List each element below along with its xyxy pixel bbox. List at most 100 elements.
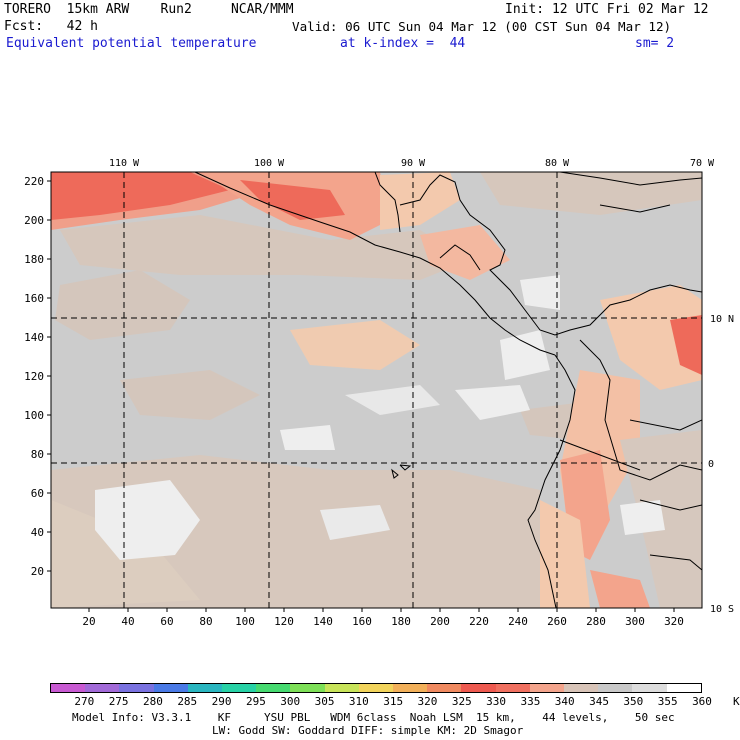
x-tick-label: 300 (625, 615, 645, 628)
color-scale-labels: 270 275 280 285 290 295 300 305 310 315 320 325 330 3… (0, 695, 740, 709)
x-tick-label: 180 (391, 615, 411, 628)
x-tick-label: 160 (352, 615, 372, 628)
lon-label: 110 W (109, 158, 140, 169)
color-scale-label: 310 (348, 695, 369, 708)
y-axis-labels: 220 200 180 160 140 120 100 80 60 40 20 (24, 175, 44, 578)
island-coastline (599, 204, 671, 213)
physics-info-line: LW: Godd SW: Goddard DIFF: simple KM: 2D… (212, 724, 524, 737)
color-scale-segment (85, 684, 120, 692)
smoothing-value: sm= 2 (635, 36, 675, 51)
lat-label: 0 (708, 459, 714, 470)
white-patch (520, 275, 560, 310)
y-tick-label: 220 (24, 175, 44, 188)
color-scale-label: 340 (554, 695, 575, 708)
model-info-line: Model Info: V3.3.1 KF YSU PBL WDM 6class… (72, 711, 675, 724)
country-border (579, 339, 702, 481)
color-scale-label: 345 (589, 695, 609, 708)
white-patch (455, 385, 530, 420)
header-model-info: TORERO 15km ARW Run2 NCAR/MMM (4, 2, 294, 17)
color-scale-segment (119, 684, 154, 692)
country-border (559, 439, 641, 471)
red-zone-venezuela (670, 315, 702, 375)
lon-label: 80 W (545, 158, 570, 169)
x-tick-label: 220 (469, 615, 489, 628)
color-scale-segment (666, 684, 701, 692)
color-scale-segment (256, 684, 291, 692)
tan-zone-caribbean (480, 172, 702, 215)
color-scale-segment (564, 684, 599, 692)
color-scale-segment (153, 684, 188, 692)
red-zone-northwest (51, 172, 230, 220)
x-tick-label: 320 (664, 615, 684, 628)
lon-label: 70 W (690, 158, 715, 169)
color-scale-label: 360 (692, 695, 712, 708)
color-scale-segment (187, 684, 223, 692)
tick-marks (47, 180, 675, 612)
color-scale-label: K (733, 695, 740, 708)
color-scale-label: 320 (417, 695, 438, 708)
salmon-zone-central-america (420, 225, 510, 280)
color-scale-label: 325 (451, 695, 472, 708)
y-tick-label: 140 (24, 331, 44, 344)
color-scale-segment (51, 684, 86, 692)
caribbean-coastline (399, 174, 702, 336)
header-valid-time: Valid: 06 UTC Sun 04 Mar 12 (00 CST Sun … (292, 19, 672, 34)
color-scale-label: 290 (211, 695, 232, 708)
x-tick-label: 60 (160, 615, 173, 628)
color-scale-segment (358, 684, 394, 692)
color-scale-label: 305 (314, 695, 335, 708)
color-scale-segment (290, 684, 325, 692)
color-scale-segment (393, 684, 428, 692)
y-tick-label: 100 (24, 409, 44, 422)
x-tick-label: 120 (274, 615, 294, 628)
red-zone-mexico (240, 180, 345, 220)
x-tick-label: 20 (82, 615, 95, 628)
color-scale-segment (461, 684, 496, 692)
color-scale-label: 275 (108, 695, 129, 708)
peach-zone-coast (540, 500, 590, 608)
pacific-coastline-north (194, 172, 556, 356)
salmon-zone-south (590, 570, 650, 608)
color-scale-segment (222, 684, 257, 692)
color-scale-segment (495, 684, 530, 692)
color-scale-label: 270 (74, 695, 95, 708)
white-patch (500, 330, 550, 380)
header-init-time: Init: 12 UTC Fri 02 Mar 12 (505, 2, 709, 17)
color-scale-segment (324, 684, 359, 692)
color-scale-label: 315 (383, 695, 404, 708)
peach-zone-colombia (600, 285, 702, 390)
level-index: at k-index = 44 (340, 36, 466, 51)
color-scale-segment (598, 684, 633, 692)
tan-band-north (60, 215, 470, 280)
y-tick-label: 80 (31, 448, 44, 461)
gulf-coastline (374, 172, 401, 233)
x-tick-label: 140 (313, 615, 333, 628)
color-scale-label: 330 (486, 695, 507, 708)
peach-patch (290, 320, 420, 370)
white-patch (95, 480, 200, 560)
country-border (639, 499, 702, 511)
y-tick-label: 120 (24, 370, 44, 383)
lon-label: 90 W (401, 158, 426, 169)
x-tick-label: 200 (430, 615, 450, 628)
white-patch (345, 385, 440, 415)
country-border (439, 244, 481, 271)
x-tick-label: 100 (235, 615, 255, 628)
x-tick-label: 260 (547, 615, 567, 628)
top-lon-labels: 110 W 100 W 90 W 80 W 70 W (109, 158, 715, 169)
y-tick-label: 200 (24, 214, 44, 227)
color-scale-segment (632, 684, 667, 692)
color-scale-label: 300 (280, 695, 301, 708)
x-axis-labels: 20 40 60 80 100 120 140 160 180 200 220 … (82, 615, 684, 628)
weather-map: 110 W 100 W 90 W 80 W 70 W 10 N 0 10 S 2… (24, 158, 734, 628)
right-lat-labels: 10 N 0 10 S (708, 314, 734, 615)
color-scale-bar (50, 683, 702, 693)
y-tick-label: 40 (31, 526, 44, 539)
color-scale-label: 350 (623, 695, 644, 708)
color-scale-segment (529, 684, 565, 692)
x-tick-label: 240 (508, 615, 528, 628)
y-tick-label: 60 (31, 487, 44, 500)
color-scale-label: 295 (245, 695, 266, 708)
plot-frame (50, 171, 703, 609)
field-name: Equivalent potential temperature (6, 36, 257, 51)
